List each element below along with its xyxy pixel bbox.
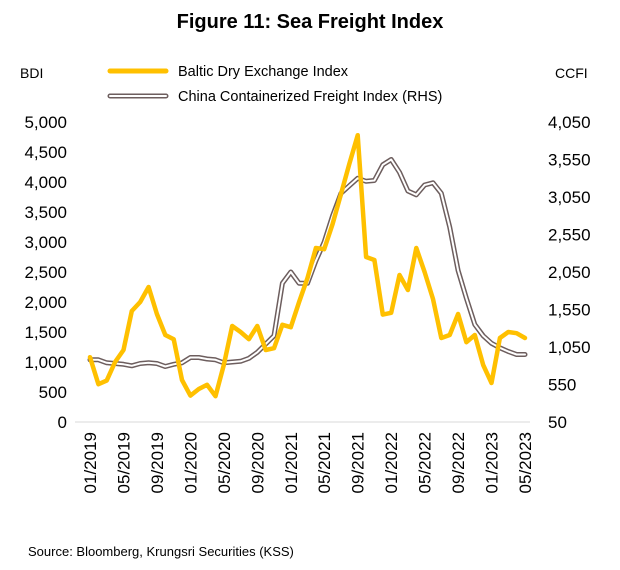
left-tick-label: 1,500 [24, 323, 67, 342]
right-axis-label: CCFI [555, 65, 588, 81]
x-tick-label: 05/2020 [215, 432, 234, 493]
left-tick-label: 0 [58, 413, 67, 432]
left-tick-label: 4,500 [24, 143, 67, 162]
right-tick-label: 2,550 [548, 226, 591, 245]
left-tick-label: 2,000 [24, 293, 67, 312]
x-tick-label: 01/2022 [382, 432, 401, 493]
left-axis-ticks: 0 500 1,000 1,500 2,000 2,500 3,000 3,500 4,000 4… [24, 113, 67, 432]
ccfi-line [89, 158, 526, 368]
x-tick-label: 01/2023 [483, 432, 502, 493]
left-tick-label: 500 [39, 383, 67, 402]
legend-label-bdi: Baltic Dry Exchange Index [178, 64, 349, 80]
x-tick-label: 09/2022 [449, 432, 468, 493]
left-tick-label: 3,500 [24, 203, 67, 222]
right-tick-label: 1,550 [548, 301, 591, 320]
right-tick-label: 1,050 [548, 338, 591, 357]
x-tick-label: 05/2019 [114, 432, 133, 493]
x-tick-label: 05/2023 [516, 432, 535, 493]
source-note: Source: Bloomberg, Krungsri Securities (… [28, 544, 294, 559]
x-tick-label: 09/2021 [349, 432, 368, 493]
series-layer [87, 132, 528, 399]
x-tick-label: 01/2021 [282, 432, 301, 493]
right-axis-ticks: 50 550 1,050 1,550 2,050 2,550 3,050 3,550 4,050 [548, 113, 591, 432]
right-tick-label: 50 [548, 413, 567, 432]
ccfi-line-outline [87, 157, 528, 369]
x-tick-label: 01/2020 [181, 432, 200, 493]
right-tick-label: 3,550 [548, 151, 591, 170]
chart-title: Figure 11: Sea Freight Index [177, 11, 444, 33]
x-tick-label: 01/2019 [81, 432, 100, 493]
right-tick-label: 3,050 [548, 188, 591, 207]
legend: Baltic Dry Exchange Index China Containe… [107, 64, 442, 105]
left-tick-label: 3,000 [24, 233, 67, 252]
left-tick-label: 2,500 [24, 263, 67, 282]
right-tick-label: 4,050 [548, 113, 591, 132]
x-tick-label: 09/2019 [148, 432, 167, 493]
x-tick-label: 09/2020 [248, 432, 267, 493]
bdi-line [87, 132, 528, 399]
left-tick-label: 5,000 [24, 113, 67, 132]
left-axis-label: BDI [20, 65, 43, 81]
x-axis-ticks: 01/2019 05/2019 09/2019 01/2020 05/2020 09/20… [81, 432, 535, 493]
x-tick-label: 05/2021 [315, 432, 334, 493]
right-tick-label: 2,050 [548, 263, 591, 282]
x-tick-label: 05/2022 [416, 432, 435, 493]
left-tick-label: 1,000 [24, 353, 67, 372]
right-tick-label: 550 [548, 376, 576, 395]
legend-label-ccfi: China Containerized Freight Index (RHS) [178, 89, 442, 105]
left-tick-label: 4,000 [24, 173, 67, 192]
